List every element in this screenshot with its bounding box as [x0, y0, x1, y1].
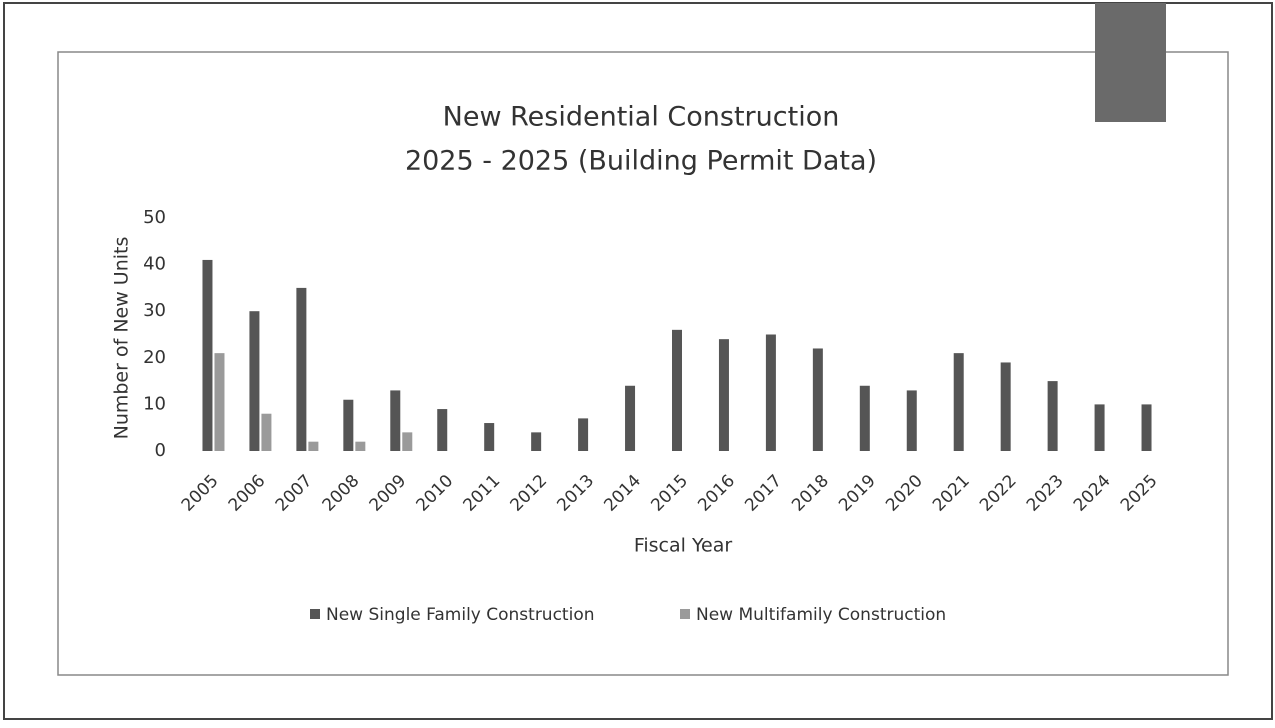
bar	[437, 409, 448, 451]
y-tick-label: 40	[143, 254, 166, 275]
chart-frame	[57, 51, 1229, 676]
x-tick-label: 2014	[600, 471, 645, 516]
chart-title: New Residential Construction	[443, 102, 840, 133]
bar	[261, 413, 272, 451]
x-tick-label: 2016	[694, 471, 739, 516]
x-tick-label: 2017	[741, 471, 786, 516]
y-tick-label: 50	[143, 207, 166, 228]
x-tick-label: 2018	[788, 471, 833, 516]
x-tick-label: 2021	[929, 471, 974, 516]
x-tick-label: 2008	[319, 471, 364, 516]
chart-subtitle: 2025 - 2025 (Building Permit Data)	[405, 146, 877, 177]
bar	[214, 353, 225, 451]
bar	[812, 348, 823, 451]
x-tick-label: 2012	[506, 471, 551, 516]
x-tick-label: 2022	[976, 471, 1021, 516]
bar	[1047, 381, 1058, 451]
x-tick-label: 2005	[178, 471, 223, 516]
x-tick-label: 2023	[1023, 471, 1068, 516]
bar	[202, 259, 213, 451]
legend-label: New Single Family Construction	[326, 605, 595, 625]
bar	[672, 329, 682, 451]
page-frame	[3, 2, 1273, 720]
x-tick-label: 2011	[460, 471, 505, 516]
x-tick-label: 2009	[366, 471, 411, 516]
legend-swatch	[310, 609, 320, 619]
x-tick-label: 2015	[647, 471, 692, 516]
y-axis-label: Number of New Units	[111, 237, 133, 440]
bar	[390, 390, 401, 451]
y-tick-label: 20	[143, 347, 166, 368]
bar	[1000, 362, 1011, 451]
bar	[343, 399, 354, 451]
bar	[296, 287, 307, 451]
x-tick-label: 2007	[272, 471, 317, 516]
x-tick-label: 2013	[553, 471, 598, 516]
x-axis-label: Fiscal Year	[634, 535, 733, 557]
x-tick-label: 2006	[225, 471, 270, 516]
bar	[531, 432, 542, 451]
y-tick-label: 10	[143, 393, 166, 414]
legend-label: New Multifamily Construction	[696, 605, 946, 625]
x-tick-label: 2025	[1117, 471, 1162, 516]
bar	[1141, 404, 1152, 451]
bar	[953, 353, 964, 451]
x-tick-label: 2020	[882, 471, 927, 516]
scan-artifact	[1095, 3, 1166, 122]
bar	[625, 385, 636, 451]
bar	[249, 311, 260, 451]
bar	[355, 441, 366, 451]
x-tick-label: 2019	[835, 471, 880, 516]
bar	[906, 390, 917, 451]
bar	[578, 418, 589, 451]
legend-swatch	[680, 609, 690, 619]
bar	[484, 423, 495, 451]
bar	[402, 432, 413, 451]
bar	[765, 334, 776, 451]
x-tick-label: 2024	[1070, 471, 1115, 516]
bar	[718, 339, 729, 451]
bar	[1094, 404, 1105, 451]
bar	[308, 441, 319, 451]
y-tick-label: 30	[143, 300, 166, 321]
x-tick-label: 2010	[413, 471, 458, 516]
bar	[859, 385, 870, 451]
y-tick-label: 0	[155, 440, 166, 461]
